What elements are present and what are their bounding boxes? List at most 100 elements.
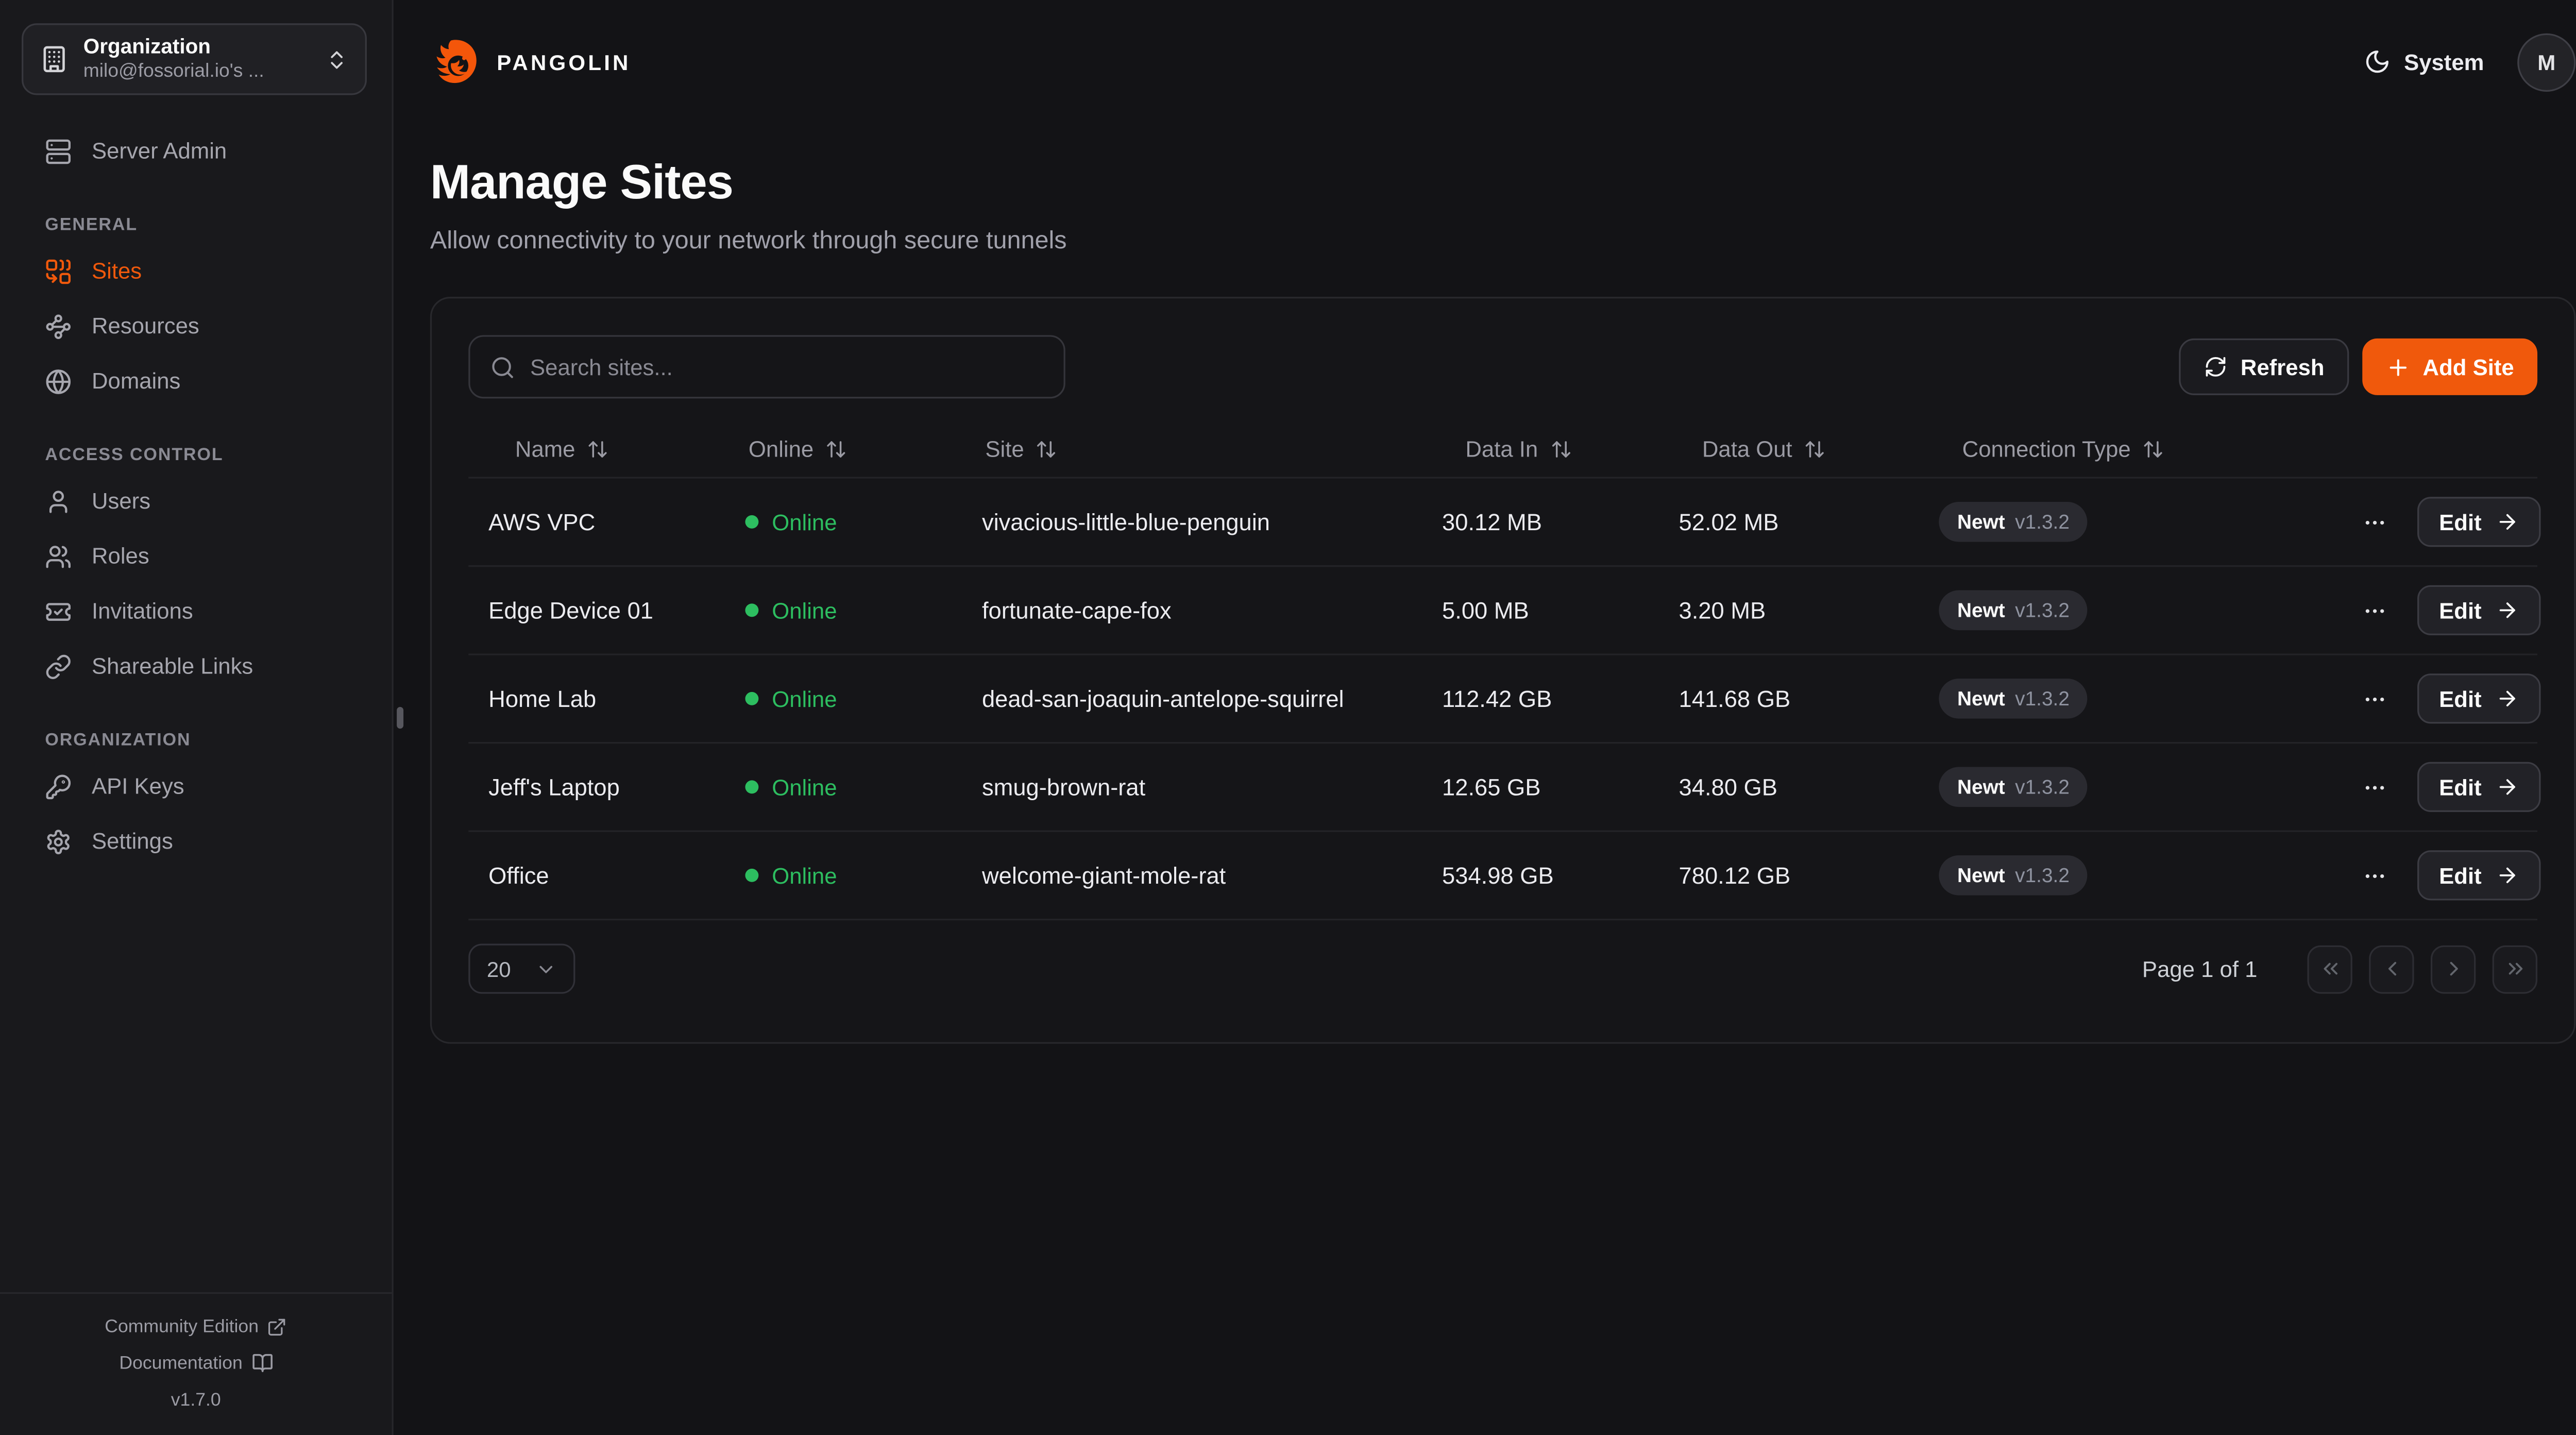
row-actions-menu-button[interactable] [2351,499,2398,546]
sidebar-item-sites[interactable]: Sites [22,243,370,298]
online-status: Online [745,686,981,711]
table-row: Edge Device 01 Online fortunate-cape-fox… [468,567,2540,655]
data-in: 30.12 MB [1442,508,1543,535]
column-header-name[interactable]: Name [468,437,745,462]
plus-icon [2386,354,2411,380]
previous-page-button[interactable] [2369,944,2414,993]
column-header-online[interactable]: Online [745,437,981,462]
page-size-select[interactable]: 20 [468,943,575,994]
sidebar-item-shareable-links[interactable]: Shareable Links [22,638,370,694]
column-label: Data In [1465,436,1538,462]
row-actions-menu-button[interactable] [2351,764,2398,811]
column-header-site[interactable]: Site [982,437,1442,462]
org-switcher[interactable]: Organization milo@fossorial.io's ... [22,23,367,95]
sidebar-item-users[interactable]: Users [22,474,370,529]
column-header-connection-type[interactable]: Connection Type [1939,437,2350,462]
row-actions-menu-button[interactable] [2351,852,2398,899]
ellipsis-icon [2362,510,2387,535]
site-id: dead-san-joaquin-antelope-squirrel [981,685,1344,712]
sidebar-item-label: Resources [91,313,199,339]
site-name: Edge Device 01 [488,597,653,624]
connection-type-badge: Newt v1.3.2 [1939,679,2088,719]
building-icon [40,45,69,73]
column-label: Online [748,436,814,462]
first-page-button[interactable] [2307,944,2352,993]
page-info: Page 1 of 1 [2142,956,2258,982]
documentation-link[interactable]: Documentation [0,1345,392,1381]
edit-button[interactable]: Edit [2417,585,2540,635]
sidebar-item-domains[interactable]: Domains [22,353,370,409]
edit-button[interactable]: Edit [2417,497,2540,547]
sidebar-item-label: Domains [91,368,181,394]
theme-toggle[interactable]: System [2364,48,2484,75]
data-in: 12.65 GB [1442,773,1541,801]
sidebar-item-label: Roles [91,543,149,569]
sidebar-item-api-keys[interactable]: API Keys [22,758,370,814]
status-label: Online [772,598,837,623]
connection-type-badge: Newt v1.3.2 [1939,502,2088,542]
site-id: fortunate-cape-fox [981,597,1172,624]
status-label: Online [772,509,837,535]
pagination-bar: 20 Page 1 of 1 [468,943,2538,994]
sidebar-footer: Community Edition Documentation v1.7.0 [0,1291,392,1434]
edit-label: Edit [2439,774,2482,800]
search-icon [490,354,515,380]
arrow-right-icon [2495,510,2518,533]
table-row: Jeff's Laptop Online smug-brown-rat 12.6… [468,744,2540,832]
row-actions-menu-button[interactable] [2351,676,2398,722]
section-title-general: GENERAL [45,215,138,235]
sidebar-item-resources[interactable]: Resources [22,298,370,353]
site-id: vivacious-little-blue-penguin [981,508,1270,535]
edit-button[interactable]: Edit [2417,673,2540,724]
data-out: 34.80 GB [1679,773,1777,801]
sidebar-item-invitations[interactable]: Invitations [22,584,370,639]
next-page-button[interactable] [2430,944,2476,993]
sidebar-item-server-admin[interactable]: Server Admin [22,123,370,178]
users-icon [45,543,72,569]
arrow-right-icon [2495,775,2518,799]
column-header-data-out[interactable]: Data Out [1679,437,1939,462]
sidebar-resize-handle[interactable] [397,707,403,729]
column-header-data-in[interactable]: Data In [1442,437,1679,462]
server-icon [45,138,72,164]
last-page-button[interactable] [2492,944,2538,993]
sidebar-item-roles[interactable]: Roles [22,529,370,584]
search-input[interactable] [530,354,1044,380]
connection-type-badge: Newt v1.3.2 [1939,855,2088,896]
page-head: Manage Sites Allow connectivity to your … [430,157,1067,255]
add-site-button[interactable]: Add Site [2363,338,2538,395]
refresh-label: Refresh [2240,354,2325,380]
online-status: Online [745,774,981,800]
org-label: Organization [83,34,211,58]
refresh-icon [2204,355,2227,378]
sidebar-nav: Server Admin GENERAL Sites Resources Dom… [0,95,392,868]
connection-name: Newt [1957,775,2005,799]
connection-type-badge: Newt v1.3.2 [1939,590,2088,631]
arrow-right-icon [2495,687,2518,710]
user-avatar[interactable]: M [2517,32,2576,91]
online-dot-icon [745,780,759,794]
edit-label: Edit [2439,509,2482,535]
sidebar-item-label: Invitations [91,598,193,624]
table-header-row: Name Online Site Data In Data Out Connec… [468,422,2538,479]
sidebar-item-settings[interactable]: Settings [22,814,370,869]
connection-name: Newt [1957,598,2005,622]
edit-button[interactable]: Edit [2417,850,2540,901]
external-link-icon [267,1316,287,1337]
gear-icon [45,828,72,855]
sort-icon [587,438,608,460]
edit-button[interactable]: Edit [2417,762,2540,812]
sort-icon [1550,438,1571,460]
add-site-label: Add Site [2422,354,2514,380]
row-actions-menu-button[interactable] [2351,587,2398,634]
site-name: AWS VPC [488,508,596,535]
refresh-button[interactable]: Refresh [2179,338,2350,395]
arrow-right-icon [2495,599,2518,622]
key-icon [45,773,72,800]
ellipsis-icon [2362,863,2387,888]
chevrons-left-icon [2318,957,2342,980]
chevron-down-icon [535,958,557,980]
page-title: Manage Sites [430,157,734,210]
community-edition-link[interactable]: Community Edition [0,1308,392,1345]
book-open-icon [251,1352,273,1374]
